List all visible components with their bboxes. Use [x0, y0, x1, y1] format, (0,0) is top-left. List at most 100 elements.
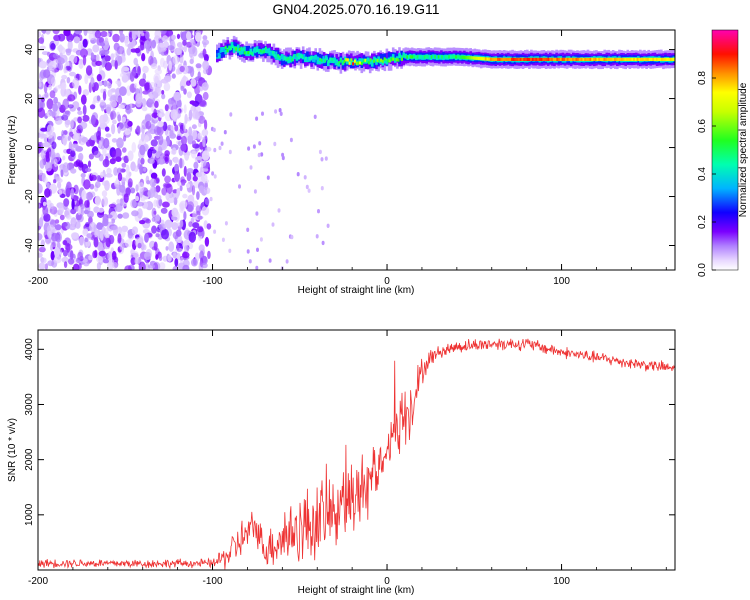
noise-speckle	[211, 171, 215, 176]
noise-speckle	[147, 97, 156, 103]
ridge-segment	[241, 49, 244, 55]
noise-speckle	[183, 88, 187, 95]
ridge-segment	[381, 60, 385, 66]
ridge-core	[535, 57, 538, 61]
ridge-core	[415, 55, 417, 59]
ridge-core	[435, 55, 438, 59]
ridge-segment	[237, 44, 240, 50]
noise-speckle	[137, 208, 143, 219]
noise-speckle	[38, 183, 43, 194]
noise-speckle	[67, 94, 76, 102]
noise-speckle	[50, 77, 56, 87]
noise-speckle	[196, 226, 204, 233]
noise-speckle	[70, 188, 75, 199]
noise-speckle	[117, 55, 123, 65]
noise-speckle	[150, 172, 158, 180]
ridge-segment	[289, 57, 292, 63]
ridge-core	[659, 57, 662, 61]
spectrogram-frame	[37, 29, 676, 271]
noise-speckle	[195, 156, 203, 161]
noise-speckle	[253, 189, 257, 194]
noise-speckle	[48, 111, 57, 117]
noise-speckle	[320, 186, 324, 191]
noise-speckle	[38, 225, 42, 230]
ridge-core	[511, 57, 513, 61]
noise-speckle	[57, 57, 65, 65]
noise-speckle	[65, 187, 71, 198]
noise-speckle	[255, 265, 259, 270]
ridge-core	[421, 55, 424, 59]
ridge-core	[596, 57, 599, 61]
noise-speckle	[202, 161, 209, 170]
ridge-core	[346, 58, 349, 62]
noise-speckle	[147, 189, 155, 198]
ridge-core	[661, 57, 663, 61]
noise-speckle	[67, 135, 71, 141]
ridge-segment	[245, 46, 248, 54]
noise-speckle	[144, 114, 152, 123]
noise-speckle	[191, 124, 197, 130]
ridge-core	[299, 54, 302, 58]
noise-speckle	[108, 203, 116, 209]
noise-speckle	[154, 100, 159, 108]
y-tick-label: 40	[24, 44, 35, 56]
noise-speckle	[38, 31, 41, 38]
noise-speckle	[48, 84, 52, 91]
noise-speckle	[118, 122, 127, 131]
ridge-core	[264, 46, 267, 50]
ridge-core	[605, 57, 608, 61]
ridge-core	[451, 55, 454, 59]
ridge-core	[259, 49, 262, 53]
ridge-core	[622, 57, 625, 61]
ridge-segment	[232, 47, 236, 53]
noise-speckle	[183, 104, 187, 114]
ridge-core	[240, 46, 243, 50]
noise-speckle	[121, 162, 127, 168]
y-tick-label: 1000	[24, 503, 35, 526]
noise-speckle	[96, 175, 101, 182]
x-tick-label: -100	[203, 276, 223, 287]
noise-speckle	[138, 182, 145, 192]
noise-speckle	[76, 129, 81, 134]
ridge-core	[524, 57, 527, 61]
noise-speckle	[139, 164, 144, 175]
ridge-core	[360, 62, 363, 66]
noise-speckle	[182, 264, 190, 270]
noise-speckle	[67, 104, 74, 109]
ridge-core	[613, 57, 616, 61]
noise-speckle	[94, 195, 101, 206]
ridge-segment	[316, 52, 320, 61]
ridge-core	[442, 55, 445, 59]
ridge-core	[575, 57, 578, 61]
ridge-core	[572, 57, 574, 61]
noise-speckle	[144, 233, 149, 243]
ridge-core	[268, 47, 271, 51]
noise-speckle	[157, 146, 163, 155]
noise-speckle	[273, 141, 277, 147]
noise-speckle	[201, 150, 210, 161]
noise-speckle	[82, 228, 89, 235]
noise-speckle	[82, 104, 87, 116]
ridge-core	[338, 61, 341, 65]
noise-speckle	[111, 123, 116, 135]
noise-speckle	[84, 237, 89, 243]
noise-speckle	[86, 233, 92, 239]
noise-speckle	[152, 262, 159, 270]
noise-speckle	[139, 220, 146, 225]
colorbar-tick-label: 0.8	[697, 71, 708, 85]
noise-speckle	[213, 174, 217, 179]
spectrogram-noise	[38, 30, 330, 270]
noise-speckle	[115, 80, 121, 85]
x-tick-label: 100	[553, 276, 570, 287]
ridge-core	[221, 47, 224, 52]
noise-speckle	[93, 82, 99, 91]
noise-speckle	[148, 81, 157, 90]
noise-speckle	[146, 180, 151, 185]
noise-speckle	[113, 167, 118, 176]
spectrogram-x-axis: -200 -100 0 100	[28, 30, 667, 287]
ridge-core	[516, 57, 519, 61]
noise-speckle	[104, 180, 110, 192]
noise-speckle	[172, 266, 179, 270]
ridge-core	[594, 57, 597, 61]
ridge-segment	[251, 51, 255, 57]
